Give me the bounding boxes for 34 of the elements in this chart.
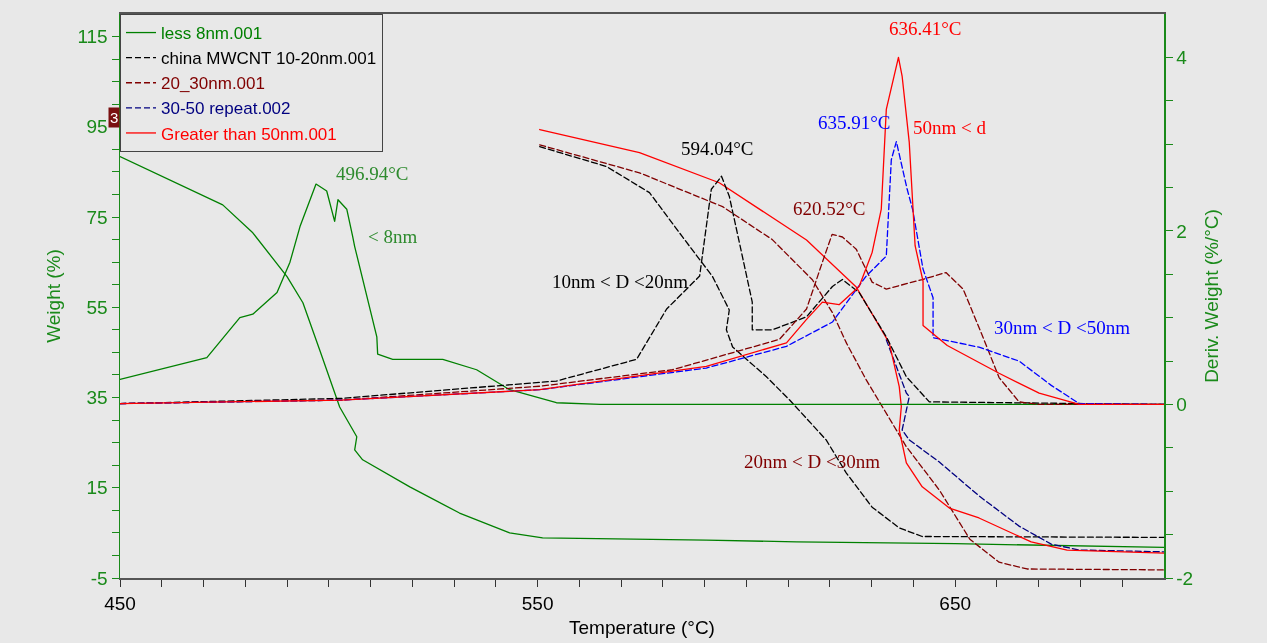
y-tick-label: 115	[77, 26, 108, 48]
y2-axis-title: Deriv. Weight (%/°C)	[1200, 209, 1222, 383]
y-tick-label: 55	[86, 296, 108, 318]
annotation: 20nm < D <30nm	[744, 451, 881, 472]
line-series	[885, 339, 1164, 553]
x-tick-label: 450	[104, 592, 136, 614]
annotation: 50nm < d	[913, 117, 987, 138]
legend-label: Greater than 50nm.001	[161, 124, 337, 144]
y2-tick-label: 2	[1176, 220, 1187, 242]
x-tick-label: 550	[521, 592, 554, 614]
y-tick-label: -5	[90, 567, 108, 589]
text: 3	[110, 109, 119, 126]
annotation: 496.94°C	[336, 163, 409, 184]
legend-label: less 8nm.001	[161, 24, 263, 44]
legend-label: 30-50 repeat.002	[161, 99, 291, 119]
y-tick-label: 75	[86, 206, 108, 228]
y-axis-title: Weight (%)	[42, 249, 64, 343]
legend-label: china MWCNT 10-20nm.001	[161, 49, 377, 69]
x-axis-title: Temperature (°C)	[569, 617, 715, 639]
y-tick-label: 15	[86, 477, 108, 499]
annotation: < 8nm	[368, 226, 418, 247]
x-tick-label: 650	[939, 592, 972, 614]
y2-tick-label: 4	[1176, 47, 1188, 69]
annotation: 30nm < D <50nm	[994, 317, 1131, 338]
legend-label: 20_30nm.001	[161, 74, 265, 94]
annotation: 10nm < D <20nm	[552, 271, 689, 292]
y-tick-label: 35	[86, 387, 108, 409]
annotation: 594.04°C	[681, 138, 754, 159]
y2-tick-label: 0	[1176, 394, 1187, 416]
y-tick-label: 95	[86, 116, 108, 138]
line-series	[120, 155, 1164, 548]
y2-tick-label: -2	[1176, 567, 1194, 589]
annotation: 636.41°C	[889, 18, 962, 39]
annotation: 620.52°C	[793, 198, 866, 219]
